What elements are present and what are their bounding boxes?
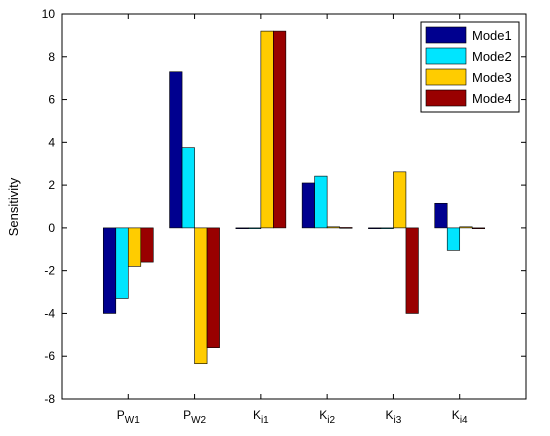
- bar-mode1-6: [434, 202, 448, 229]
- y-tick-label: -6: [44, 349, 55, 363]
- bar-mode4-2: [206, 227, 220, 348]
- x-tick-label-base: K: [319, 408, 327, 422]
- x-tick-label: Ki4: [452, 408, 468, 426]
- legend-swatch-mode1: [425, 26, 467, 44]
- bar-mode3-5: [393, 171, 407, 229]
- x-tick-label: Ki2: [319, 408, 335, 426]
- x-tick-label: Ki3: [386, 408, 402, 426]
- bar-mode1-4: [301, 182, 315, 229]
- bar-mode2-1: [115, 227, 129, 299]
- bar-mode3-1: [127, 227, 142, 267]
- x-axis: PW1 PW2 Ki1 Ki2 Ki3 Ki4: [117, 14, 468, 426]
- plot-frame: [61, 13, 527, 400]
- x-tick-label-subscript: W1: [125, 415, 140, 426]
- y-tick-label: 4: [48, 135, 55, 149]
- y-tick-label: -2: [44, 264, 55, 278]
- x-tick-label-base: K: [452, 408, 460, 422]
- bar-mode2-4: [314, 175, 328, 229]
- legend-swatch-mode4: [425, 89, 467, 107]
- x-tick-label: PW1: [117, 408, 140, 426]
- bar-mode1-2: [169, 71, 183, 229]
- x-tick-label-base: P: [117, 408, 125, 422]
- y-axis: -8 -6 -4 -2 0 2 4 6 8 10: [42, 7, 526, 406]
- bar-mode3-2: [194, 227, 208, 365]
- bar-mode4-5: [405, 227, 419, 314]
- bar-mode1-5: [368, 227, 382, 229]
- y-tick-label: 0: [48, 221, 55, 235]
- x-tick-label-subscript: i3: [394, 415, 402, 426]
- bar-mode4-3: [273, 30, 287, 229]
- x-tick-label-subscript: W2: [191, 415, 206, 426]
- y-tick-label: -8: [44, 392, 55, 406]
- x-tick-label-base: P: [183, 408, 191, 422]
- bar-mode2-2: [181, 147, 195, 229]
- bar-mode3-6: [459, 226, 473, 229]
- legend-label-mode1: Mode1: [472, 28, 512, 43]
- x-tick-label-subscript: i4: [460, 415, 468, 426]
- y-tick-label: 2: [48, 178, 55, 192]
- y-tick-label: 8: [48, 50, 55, 64]
- legend-swatch-mode2: [425, 47, 467, 65]
- bar-mode3-4: [326, 226, 340, 229]
- x-tick-label-base: K: [386, 408, 394, 422]
- bar-mode1-3: [235, 227, 249, 229]
- bar-mode3-3: [260, 30, 274, 229]
- legend-label-mode2: Mode2: [472, 49, 512, 64]
- legend: Mode1 Mode2 Mode3 Mode4: [420, 21, 520, 113]
- x-tick-label: Ki1: [253, 408, 269, 426]
- bars-group: [102, 30, 486, 365]
- bar-mode2-5: [380, 227, 394, 229]
- bar-mode2-3: [248, 227, 262, 229]
- bar-mode4-4: [339, 227, 353, 229]
- bar-mode1-1: [102, 227, 117, 314]
- bar-mode4-1: [140, 227, 154, 263]
- x-tick-label-base: K: [253, 408, 261, 422]
- y-axis-label: Sensitivity: [6, 177, 21, 236]
- legend-label-mode3: Mode3: [472, 70, 512, 85]
- y-tick-label: 6: [48, 93, 55, 107]
- y-tick-label: -4: [44, 306, 55, 320]
- x-tick-label-subscript: i1: [261, 415, 269, 426]
- legend-label-mode4: Mode4: [472, 91, 512, 106]
- x-tick-label: PW2: [183, 408, 206, 426]
- legend-swatch-mode3: [425, 68, 467, 86]
- bar-mode4-6: [471, 227, 486, 229]
- bar-mode2-6: [446, 227, 461, 251]
- y-tick-label: 10: [42, 7, 56, 21]
- x-tick-label-subscript: i2: [327, 415, 335, 426]
